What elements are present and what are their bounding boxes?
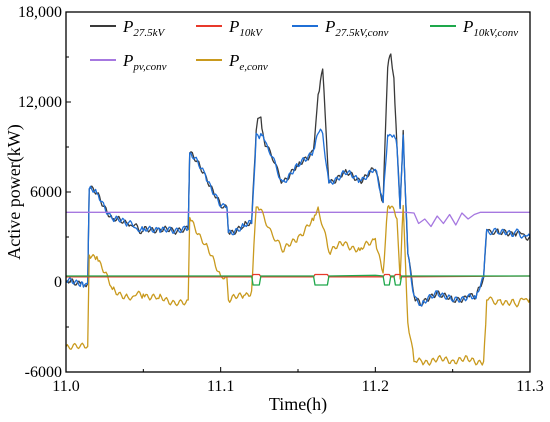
legend-label: P27.5kV [122,17,166,39]
y-tick-label: 6000 [30,184,62,201]
plot-frame [65,11,531,373]
chart-series [66,53,530,366]
y-tick-label: 12,000 [18,94,62,111]
series-line [66,274,530,286]
x-tick-label: 11.2 [362,378,389,395]
tick-labels: 11.0 11.1 11.2 11.3 -6000 0 6000 12,000 18,000 [18,4,544,395]
legend-label: P10kV,conv [462,17,518,39]
y-tick-label: 0 [54,274,62,291]
series-line [66,204,530,366]
series-line [66,273,530,278]
series-line [66,53,530,307]
x-tick-label: 11.3 [516,378,543,395]
legend: P27.5kV P10kV P27.5kV,conv P10kV,conv Ppv,co… [90,17,518,73]
x-tick-label: 11.0 [52,378,79,395]
y-axis-label: Active power(kW) [4,124,25,259]
legend-label: Pe,conv [228,51,268,73]
y-tick-label: -6000 [25,364,62,381]
legend-label: P27.5kV,conv [324,17,388,39]
y-tick-label: 18,000 [18,4,62,21]
legend-label: P10kV [228,17,263,39]
x-tick-label: 11.1 [207,378,234,395]
legend-label: Ppv,conv [122,51,167,73]
series-line [66,211,530,228]
x-axis-label: Time(h) [269,394,327,415]
series-line [66,128,530,307]
